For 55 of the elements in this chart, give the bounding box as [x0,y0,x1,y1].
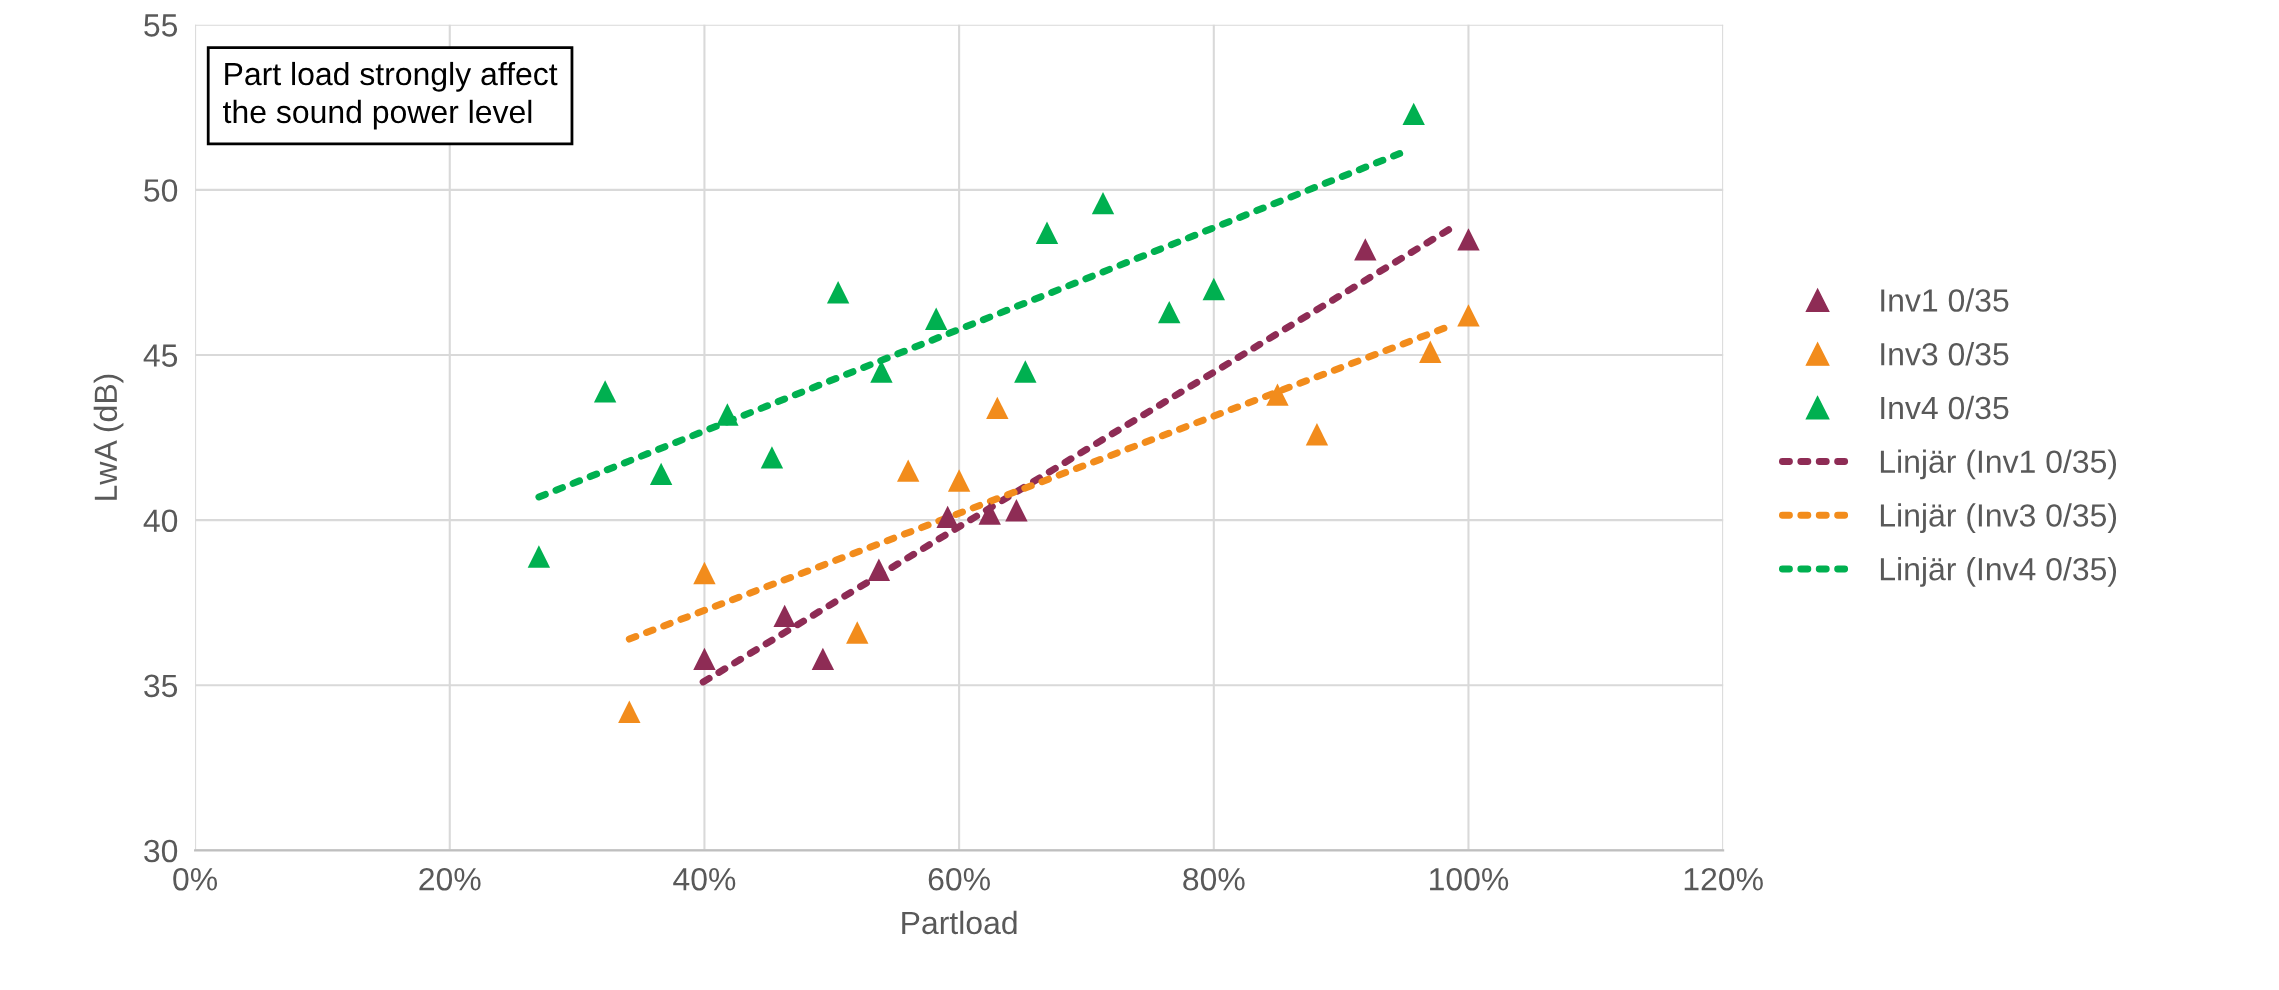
x-axis-title: Partload [902,910,1017,935]
point [867,558,891,581]
point [716,403,739,426]
y-tick-label: 40 [143,509,178,533]
point [1419,340,1442,363]
x-tick-label: 80% [1183,867,1245,891]
y-tick-label: 35 [144,674,178,698]
y-tick-label: 30 [144,839,178,863]
point [986,396,1009,420]
point [693,647,716,671]
point [870,360,893,383]
point [1457,304,1480,327]
point [846,621,869,644]
x-tick-label: 20% [419,867,481,891]
point [925,307,948,330]
point [811,647,835,671]
x-tick-label: 40% [673,867,736,891]
point [1202,277,1225,301]
legend-label: Inv1 0/35 [1881,288,2009,312]
point [1354,238,1377,261]
point [1305,423,1329,446]
point [618,700,641,723]
point [896,459,920,482]
point [1091,191,1115,215]
legend-label: Inv3 0/35 [1881,342,2009,366]
point [1402,102,1425,126]
legend-label: Inv4 0/35 [1881,395,2009,420]
point [826,281,850,304]
point [947,469,971,492]
x-tick-label: 100% [1430,867,1509,891]
point [1035,221,1059,245]
y-tick-label: 50 [144,179,178,202]
point [1014,360,1037,383]
y-tick-label: 55 [144,14,178,37]
x-tick-label: 60% [928,867,990,891]
x-tick-label: 120% [1684,867,1763,891]
point [527,545,551,568]
point [936,505,959,529]
point [760,446,784,469]
x-tick-label: 0% [173,867,218,891]
y-tick-label: 45 [143,344,178,367]
y-axis-title: LwA (dB) [93,374,124,500]
annotation: Part load strongly affect the sound power level [223,61,558,130]
point [649,462,673,486]
point [773,604,796,628]
legend-label: Linjär (Inv3 0/35) [1880,503,2117,534]
point [978,502,1001,525]
point [1158,300,1181,324]
point [693,561,716,585]
point [593,380,617,403]
point [1266,383,1289,406]
legend-label: Linjär (Inv4 0/35) [1880,557,2117,587]
point [1457,228,1480,251]
legend-label: Linjär (Inv1 0/35) [1880,449,2117,480]
point [1005,499,1028,522]
